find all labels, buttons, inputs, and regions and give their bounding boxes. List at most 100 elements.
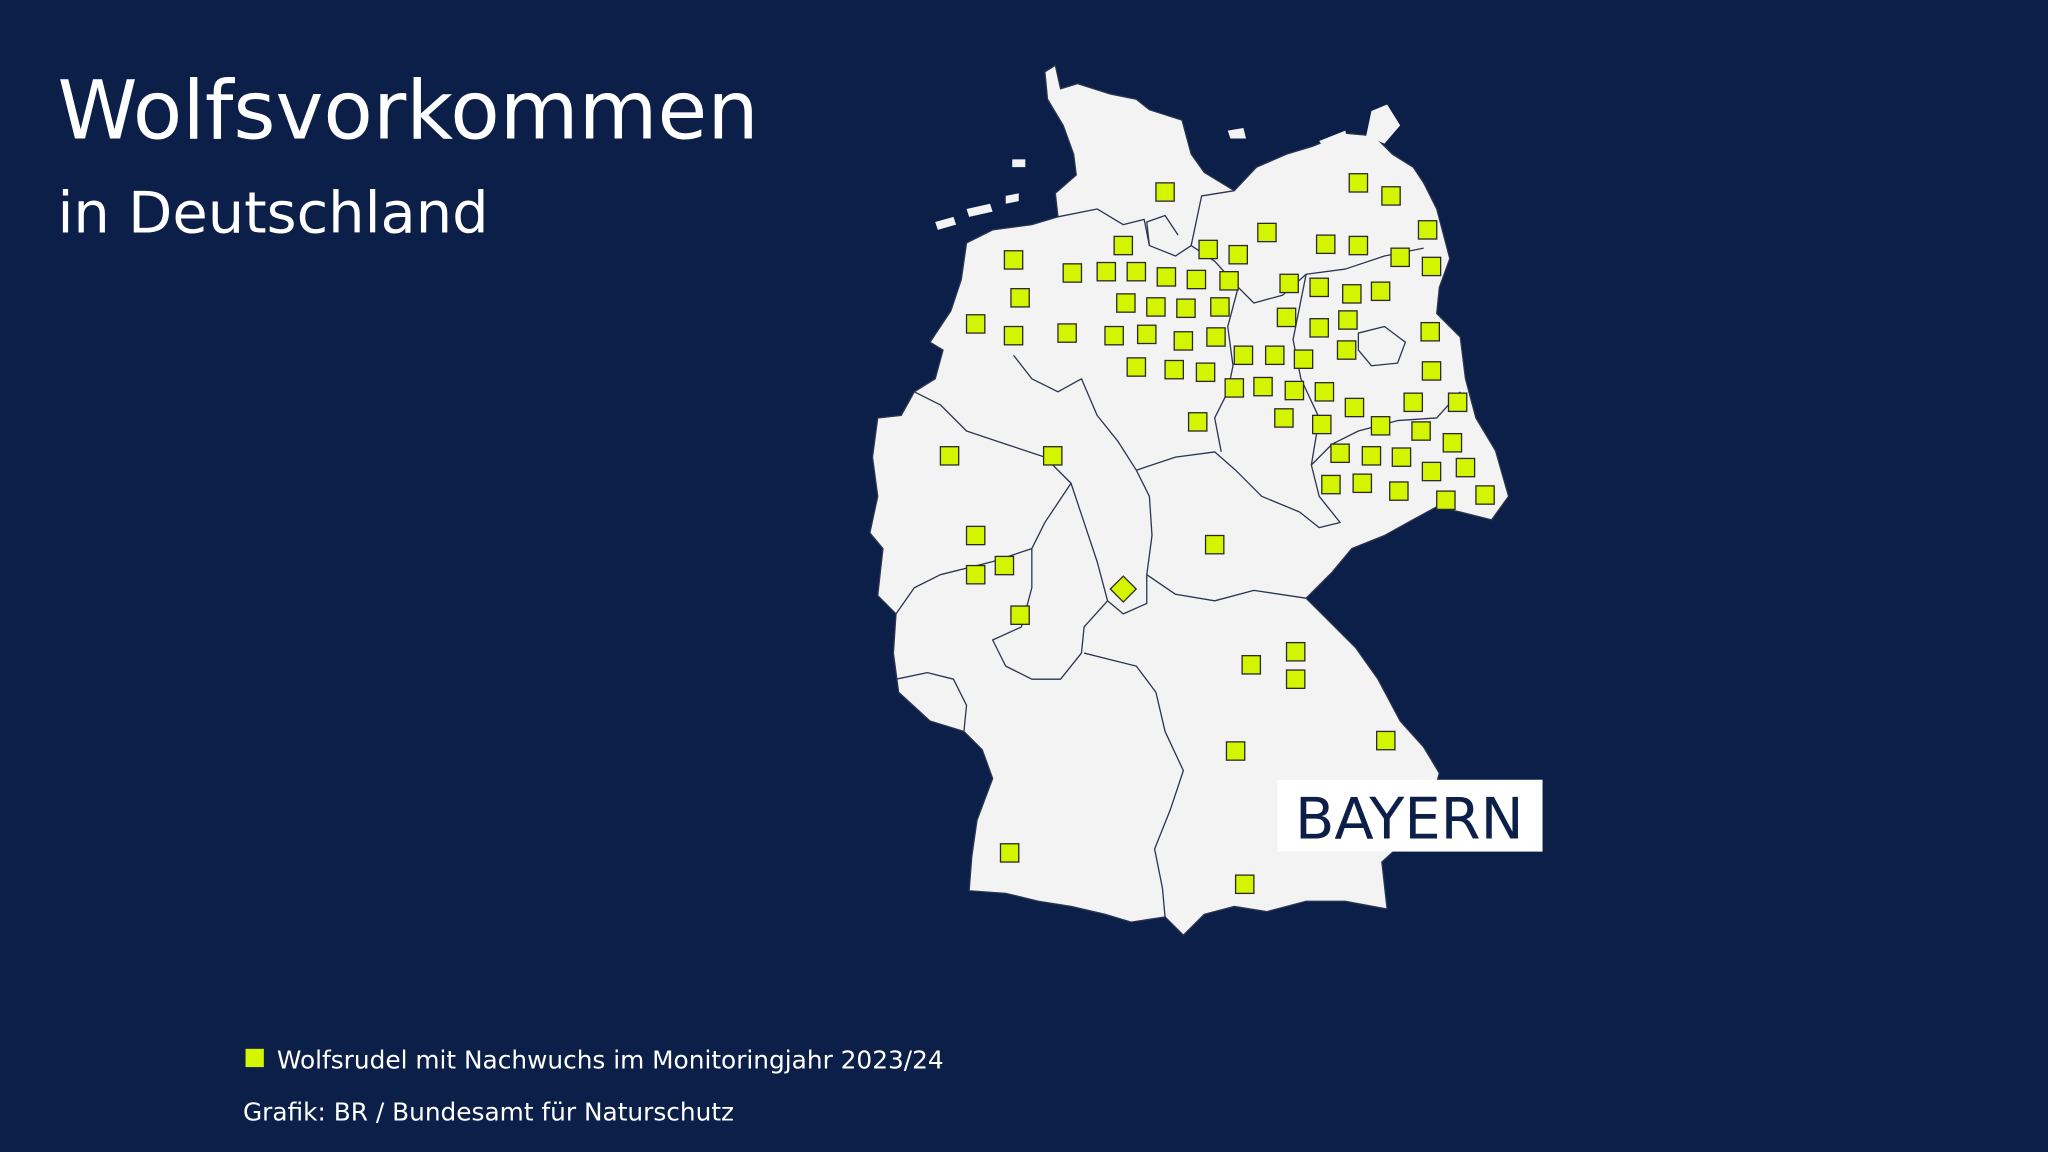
wolf-pack-marker [1010,288,1030,308]
wolf-pack-marker [1225,741,1246,761]
wolf-pack-marker [1228,244,1248,265]
wolf-pack-marker [1042,446,1063,466]
wolf-pack-marker [1136,324,1157,345]
wolf-markers [939,173,1495,895]
wolf-pack-marker [1389,481,1409,501]
wolf-pack-marker [1342,284,1362,304]
state-border [1357,325,1407,367]
wolf-pack-marker [1187,412,1208,432]
wolf-pack-marker [1224,378,1245,398]
region-label-box [1277,779,1543,852]
source: Grafik: BR / Bundesamt für Naturschutz [243,1098,734,1127]
state-border [1013,354,1461,529]
wolf-pack-marker [1293,349,1314,369]
wolf-pack-marker [1421,461,1442,482]
wolf-pack-marker [1330,443,1350,464]
wolf-pack-marker [1057,323,1077,343]
wolf-pack-marker [1164,359,1184,380]
wolf-pack-marker [1314,382,1335,402]
wolf-pack-marker [1348,235,1369,256]
wolf-pack-marker [1173,331,1194,351]
wolf-pack-marker [1210,297,1230,317]
wolf-pack-marker [1417,220,1438,240]
wolf-pack-marker [1241,655,1262,675]
wolf-pack-marker [1257,222,1277,243]
wolf-pack-marker [939,446,960,466]
legend-label: Wolfsrudel mit Nachwuchs im Monitoringja… [277,1045,944,1074]
wolf-pack-marker [1370,281,1391,302]
state-border [1107,574,1148,615]
wolf-pack-marker [1264,345,1285,366]
wolf-pack-marker [1146,297,1166,317]
wolf-pack-marker [1274,408,1294,428]
wolf-pack-marker [1309,318,1329,338]
wolf-pack-marker [1279,273,1299,294]
wolf-pack-marker [1338,310,1358,330]
wolf-pack-marker [1381,186,1401,206]
wolf-pack-marker [1285,669,1306,689]
wolf-pack-marker [1421,256,1442,277]
wolf-pack-marker [1284,380,1305,401]
wolf-pack-marker [1336,340,1357,360]
wolf-pack-marker [1126,261,1147,282]
wolf-pack-marker [1233,345,1254,366]
wolf-pack-marker [1285,641,1306,662]
wolf-pack-marker [999,843,1020,863]
wolf-pack-marker [1276,307,1297,328]
wolf-pack-marker [1204,534,1225,555]
wolf-pack-marker [1116,293,1136,313]
wolf-pack-marker [1344,397,1365,418]
wolf-pack-marker [1375,730,1396,751]
wolf-pack-marker [1198,239,1218,260]
wolf-pack-marker [1156,267,1177,287]
wolf-pack-marker [1219,271,1239,291]
wolf-pack-marker [1113,235,1134,256]
wolf-pack-marker [1186,269,1207,290]
wolf-pack-marker [965,525,986,546]
wolf-pack-marker [1403,392,1424,413]
state-border [1135,469,1307,602]
title: Wolfsvorkommen [57,64,758,158]
state-border [1146,214,1179,246]
subtitle: in Deutschland [57,179,488,246]
wolf-pack-marker [1062,263,1083,283]
state-border [1190,245,1424,304]
wolf-pack-marker [1447,392,1468,413]
wolf-pack-marker [1411,421,1431,441]
region-label: BAYERN [1295,786,1524,853]
wolf-pack-marker [1195,362,1216,383]
wolf-pack-marker [1442,432,1463,453]
wolf-pack-marker [1206,327,1226,347]
wolf-pack-marker [1126,357,1147,377]
wolf-pack-marker [1253,376,1273,397]
wolf-pack-marker [1475,485,1495,505]
legend-swatch [245,1048,264,1068]
wolf-pack-marker [1096,261,1117,282]
state-border [1083,652,1184,917]
wolf-pack-marker [1003,325,1024,346]
wolf-pack-marker [1234,874,1255,895]
wolf-pack-marker [1003,250,1024,270]
wolf-pack-marker [1421,361,1442,381]
wolf-pack-marker [1352,473,1373,494]
wolf-pack-marker [1309,277,1329,298]
wolf-pack-marker [1391,447,1412,467]
wolf-pack-marker [1104,325,1124,346]
wolf-pack-marker [1321,474,1341,495]
wolf-pack-marker [1361,446,1382,466]
wolf-pack-marker [1315,234,1336,255]
wolf-pack-marker [1176,298,1196,319]
wolf-pack-marker [1390,247,1410,268]
wolf-pack-marker [994,555,1015,576]
wolf-pack-marker [1370,416,1391,436]
wolf-pack-marker [1348,173,1369,193]
state-border [895,391,1072,615]
state-border [895,672,968,732]
wolf-pack-marker [1010,605,1030,625]
wolf-pack-marker [1455,457,1476,478]
wolf-pack-marker [1436,490,1456,511]
wolf-pack-marker [1311,414,1332,435]
wolf-pack-marker [965,314,986,334]
